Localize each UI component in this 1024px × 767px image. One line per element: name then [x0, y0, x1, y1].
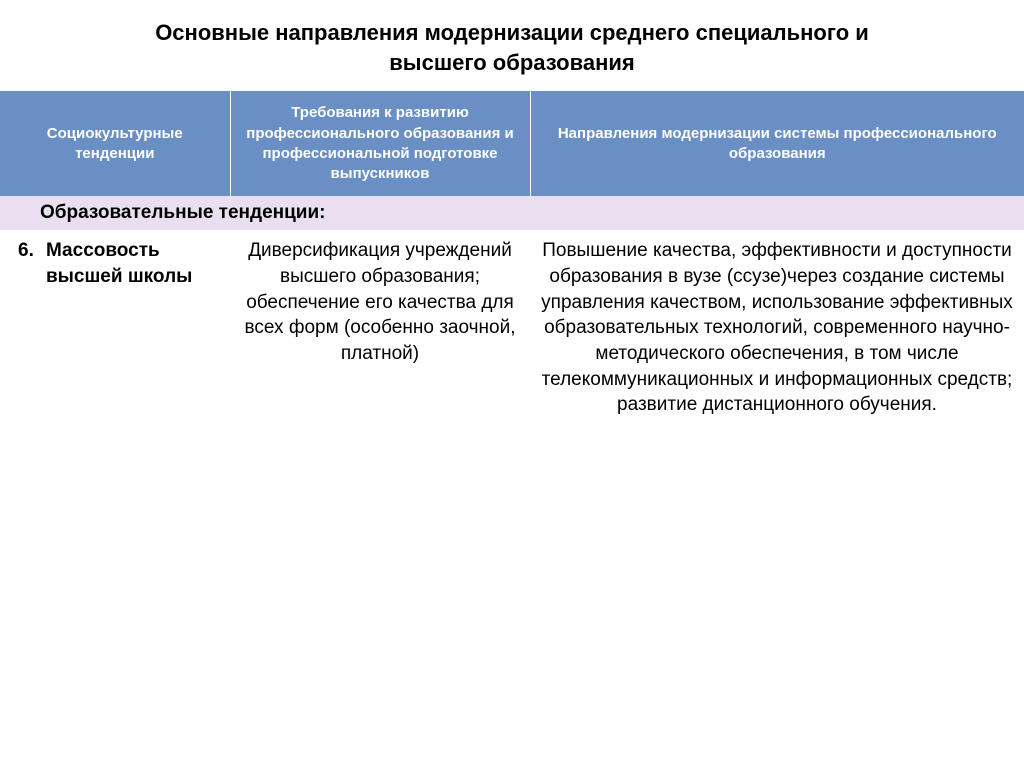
content-table: Социокультурные тенденции Требования к р…: [0, 91, 1024, 425]
header-col1: Социокультурные тенденции: [0, 91, 230, 196]
header-col3: Направления модернизации системы професс…: [530, 91, 1024, 196]
cell-requirements: Диверсификация учреждений высшего образо…: [230, 230, 530, 425]
cell-directions: Повышение качества, эффективности и дост…: [530, 230, 1024, 425]
section-row: Образовательные тенденции:: [0, 196, 1024, 230]
row-label: Массовость высшей школы: [46, 238, 220, 289]
title-text: Основные направления модернизации средне…: [120, 18, 904, 77]
row-number: 6.: [18, 238, 46, 264]
header-col2: Требования к развитию профессионального …: [230, 91, 530, 196]
section-label: Образовательные тенденции:: [0, 196, 1024, 230]
data-row: 6. Массовость высшей школы Диверсификаци…: [0, 230, 1024, 425]
cell-tendency: 6. Массовость высшей школы: [0, 230, 230, 425]
header-row: Социокультурные тенденции Требования к р…: [0, 91, 1024, 196]
slide-title: Основные направления модернизации средне…: [0, 0, 1024, 91]
